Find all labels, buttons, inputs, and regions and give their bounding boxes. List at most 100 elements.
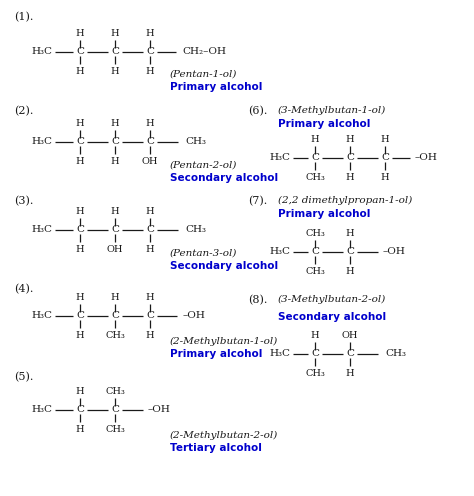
Text: H₃C: H₃C xyxy=(31,226,52,235)
Text: (Pentan-2-ol): (Pentan-2-ol) xyxy=(170,161,237,170)
Text: H₃C: H₃C xyxy=(269,248,290,256)
Text: C: C xyxy=(111,311,119,320)
Text: (3-Methylbutan-1-ol): (3-Methylbutan-1-ol) xyxy=(278,106,386,115)
Text: CH₂–OH: CH₂–OH xyxy=(182,48,226,57)
Text: Secondary alcohol: Secondary alcohol xyxy=(170,261,278,271)
Text: C: C xyxy=(146,48,154,57)
Text: H: H xyxy=(111,206,119,215)
Text: H₃C: H₃C xyxy=(269,350,290,359)
Text: H: H xyxy=(146,245,155,253)
Text: H: H xyxy=(76,386,84,395)
Text: CH₃: CH₃ xyxy=(305,173,325,182)
Text: (2-Methylbutan-2-ol): (2-Methylbutan-2-ol) xyxy=(170,431,278,439)
Text: H: H xyxy=(111,119,119,127)
Text: C: C xyxy=(146,226,154,235)
Text: Tertiary alcohol: Tertiary alcohol xyxy=(170,443,262,453)
Text: OH: OH xyxy=(342,330,358,339)
Text: C: C xyxy=(111,137,119,146)
Text: C: C xyxy=(111,226,119,235)
Text: (4).: (4). xyxy=(14,284,33,294)
Text: Primary alcohol: Primary alcohol xyxy=(170,82,263,92)
Text: (Pentan-3-ol): (Pentan-3-ol) xyxy=(170,248,237,257)
Text: CH₃: CH₃ xyxy=(305,229,325,238)
Text: H: H xyxy=(76,293,84,302)
Text: H: H xyxy=(381,134,389,143)
Text: H₃C: H₃C xyxy=(31,48,52,57)
Text: (3).: (3). xyxy=(14,196,33,206)
Text: C: C xyxy=(346,350,354,359)
Text: C: C xyxy=(346,248,354,256)
Text: Primary alcohol: Primary alcohol xyxy=(278,119,370,129)
Text: C: C xyxy=(146,311,154,320)
Text: (3-Methylbutan-2-ol): (3-Methylbutan-2-ol) xyxy=(278,295,386,304)
Text: (2,2 dimethylpropan-1-ol): (2,2 dimethylpropan-1-ol) xyxy=(278,196,412,205)
Text: Secondary alcohol: Secondary alcohol xyxy=(278,312,386,322)
Text: H: H xyxy=(76,119,84,127)
Text: H: H xyxy=(381,173,389,182)
Text: C: C xyxy=(346,153,354,163)
Text: H₃C: H₃C xyxy=(31,406,52,415)
Text: CH₃: CH₃ xyxy=(385,350,406,359)
Text: (Pentan-1-ol): (Pentan-1-ol) xyxy=(170,69,237,78)
Text: C: C xyxy=(76,48,84,57)
Text: C: C xyxy=(76,406,84,415)
Text: OH: OH xyxy=(107,245,123,253)
Text: H₃C: H₃C xyxy=(31,137,52,146)
Text: –OH: –OH xyxy=(148,406,171,415)
Text: H: H xyxy=(346,134,354,143)
Text: H: H xyxy=(76,28,84,38)
Text: H: H xyxy=(76,425,84,434)
Text: CH₃: CH₃ xyxy=(105,330,125,339)
Text: –OH: –OH xyxy=(183,311,206,320)
Text: H: H xyxy=(111,293,119,302)
Text: CH₃: CH₃ xyxy=(105,386,125,395)
Text: CH₃: CH₃ xyxy=(305,266,325,275)
Text: C: C xyxy=(381,153,389,163)
Text: C: C xyxy=(146,137,154,146)
Text: H: H xyxy=(310,134,319,143)
Text: H: H xyxy=(146,293,155,302)
Text: C: C xyxy=(311,153,319,163)
Text: Primary alcohol: Primary alcohol xyxy=(278,209,370,219)
Text: OH: OH xyxy=(142,157,158,166)
Text: CH₃: CH₃ xyxy=(305,369,325,377)
Text: H: H xyxy=(111,28,119,38)
Text: C: C xyxy=(311,350,319,359)
Text: H: H xyxy=(76,157,84,166)
Text: C: C xyxy=(76,226,84,235)
Text: H₃C: H₃C xyxy=(269,153,290,163)
Text: H: H xyxy=(76,206,84,215)
Text: H: H xyxy=(146,119,155,127)
Text: H: H xyxy=(346,229,354,238)
Text: C: C xyxy=(76,137,84,146)
Text: –OH: –OH xyxy=(383,248,406,256)
Text: H: H xyxy=(111,157,119,166)
Text: H: H xyxy=(346,266,354,275)
Text: H: H xyxy=(76,245,84,253)
Text: CH₃: CH₃ xyxy=(185,226,206,235)
Text: (2).: (2). xyxy=(14,106,33,117)
Text: H: H xyxy=(310,330,319,339)
Text: CH₃: CH₃ xyxy=(185,137,206,146)
Text: Primary alcohol: Primary alcohol xyxy=(170,349,263,359)
Text: –OH: –OH xyxy=(415,153,438,163)
Text: (1).: (1). xyxy=(14,12,33,22)
Text: C: C xyxy=(111,48,119,57)
Text: H: H xyxy=(146,330,155,339)
Text: Secondary alcohol: Secondary alcohol xyxy=(170,173,278,183)
Text: H: H xyxy=(146,28,155,38)
Text: (6).: (6). xyxy=(248,106,267,117)
Text: CH₃: CH₃ xyxy=(105,425,125,434)
Text: H: H xyxy=(146,66,155,75)
Text: H: H xyxy=(76,330,84,339)
Text: C: C xyxy=(76,311,84,320)
Text: (8).: (8). xyxy=(248,295,267,306)
Text: H: H xyxy=(346,369,354,377)
Text: H: H xyxy=(346,173,354,182)
Text: C: C xyxy=(111,406,119,415)
Text: H: H xyxy=(146,206,155,215)
Text: (7).: (7). xyxy=(248,196,267,206)
Text: (5).: (5). xyxy=(14,372,33,382)
Text: C: C xyxy=(311,248,319,256)
Text: H: H xyxy=(111,66,119,75)
